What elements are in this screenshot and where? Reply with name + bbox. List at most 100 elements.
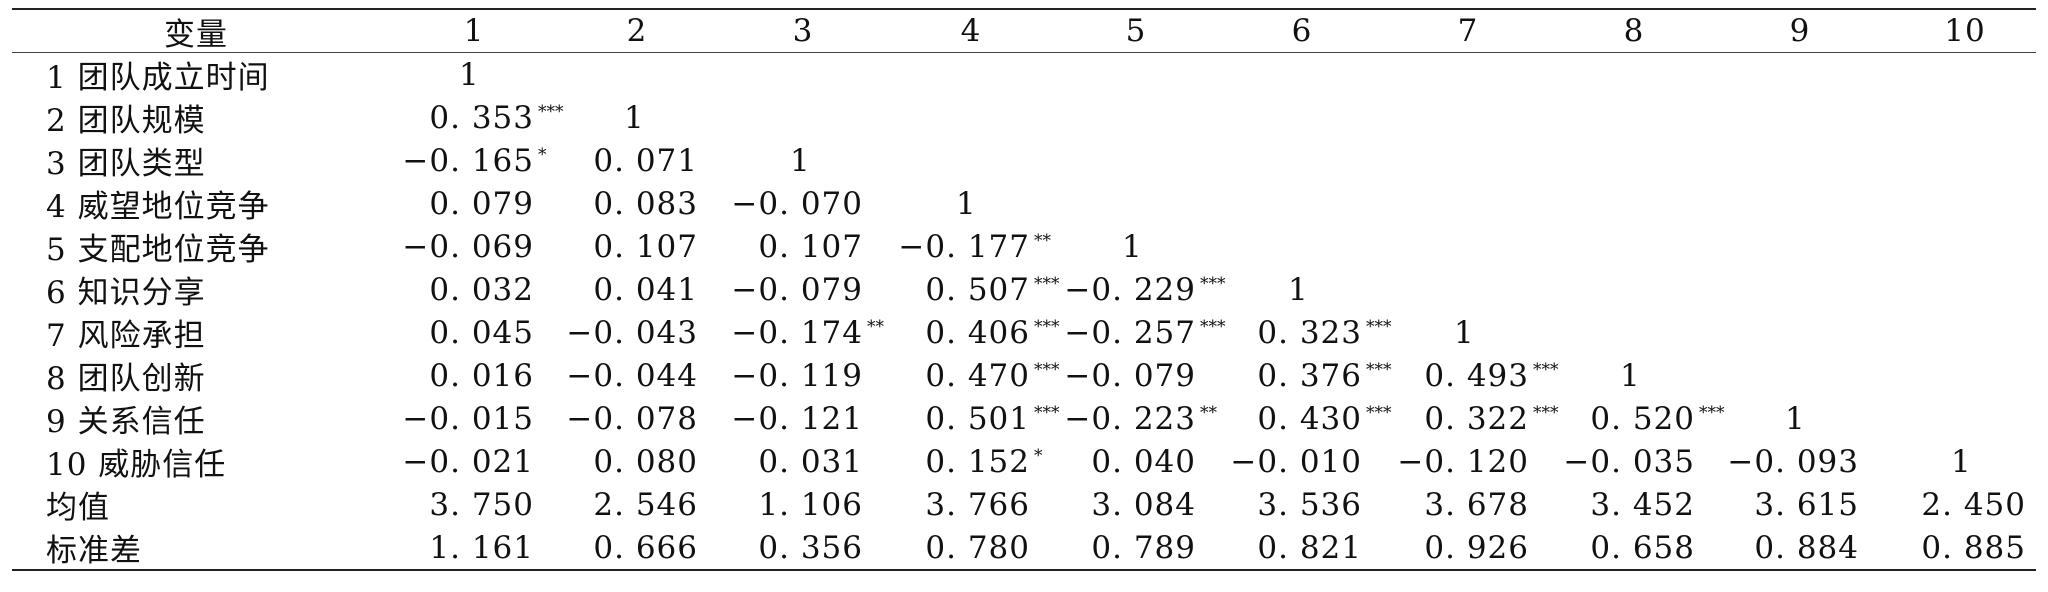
row-label: 5 支配地位竞争 — [46, 232, 270, 268]
cell-value: 0. 083 — [593, 185, 698, 222]
cell-value: −0. 010 — [1230, 443, 1362, 480]
cell-value: 1 — [1288, 271, 1309, 308]
cell-value-group: 1 — [1288, 272, 1309, 308]
significance-marker: *** — [1034, 402, 1060, 423]
cell-value: 1 — [1454, 314, 1475, 351]
table-cell: 3. 084 — [996, 483, 1196, 526]
table-cell: 1 — [1122, 225, 1182, 268]
significance-marker: *** — [1366, 316, 1392, 337]
cell-value-group: 1. 106 — [758, 487, 863, 523]
row-label: 10 威胁信任 — [46, 447, 227, 483]
cell-value-group: −0. 035 — [1563, 444, 1695, 480]
header-col-5: 5 — [1125, 13, 1147, 49]
table-cell: 0. 041 — [498, 268, 698, 311]
cell-value: −0. 069 — [402, 228, 534, 265]
row-label: 2 团队规模 — [46, 103, 206, 139]
table-cell: −0. 015 — [334, 397, 534, 440]
cell-value: 0. 107 — [593, 228, 698, 265]
significance-marker: * — [538, 144, 547, 165]
significance-marker: *** — [1533, 402, 1559, 423]
cell-value-group: 0. 071 — [593, 143, 698, 179]
table-cell: 3. 766 — [830, 483, 1030, 526]
cell-value-group: −0. 044 — [566, 358, 698, 394]
cell-value-group: 0. 107 — [758, 229, 863, 265]
cell-value: −0. 223 — [1064, 400, 1196, 437]
table-cell: 0. 040 — [996, 440, 1196, 483]
table-cell: 0. 080 — [498, 440, 698, 483]
cell-value: 1 — [1785, 400, 1806, 437]
table-cell: 3. 678 — [1329, 483, 1529, 526]
cell-value: 0. 789 — [1091, 529, 1196, 566]
cell-value-group: 0. 406 *** — [925, 315, 1059, 351]
cell-value: −0. 079 — [731, 271, 863, 308]
cell-value-group: 0. 926 — [1424, 530, 1529, 566]
cell-value: 0. 376 — [1257, 357, 1362, 394]
table-cell: 0. 353 *** — [334, 96, 563, 139]
cell-value-group: −0. 120 — [1397, 444, 1529, 480]
cell-value: 0. 031 — [758, 443, 863, 480]
cell-value-group: 0. 080 — [593, 444, 698, 480]
table-row: 8 团队创新 0. 016 −0. 044 −0. 119 0. 470 *** −0. 0… — [12, 354, 2036, 398]
significance-marker: *** — [538, 101, 564, 122]
cell-value-group: −0. 070 — [731, 186, 863, 222]
cell-value-group: 0. 323 *** — [1257, 314, 1391, 351]
cell-value-group: 0. 885 — [1921, 530, 2026, 566]
table-cell: 3. 536 — [1162, 483, 1362, 526]
table-cell: 1 — [1951, 440, 2011, 483]
table-cell: −0. 093 — [1659, 440, 1859, 483]
cell-value: 0. 520 — [1590, 400, 1695, 437]
cell-value-group: 1 — [956, 186, 977, 222]
table-cell: 3. 452 — [1495, 483, 1695, 526]
table-cell: −0. 177 ** — [830, 225, 1051, 268]
table-cell: 1 — [459, 53, 519, 96]
table-cell: 0. 926 — [1329, 526, 1529, 569]
cell-value-group: 0. 789 — [1091, 530, 1196, 566]
significance-marker: *** — [1034, 316, 1060, 337]
cell-value-group: 0. 376 *** — [1257, 357, 1391, 394]
row-label: 3 团队类型 — [46, 146, 206, 182]
table-cell: 0. 079 — [334, 182, 534, 225]
cell-value: −0. 015 — [402, 400, 534, 437]
table-cell: 0. 507 *** — [830, 268, 1059, 311]
cell-value-group: 2. 450 — [1921, 487, 2026, 523]
cell-value-group: 0. 152 * — [925, 444, 1042, 480]
cell-value: 0. 926 — [1424, 529, 1529, 566]
cell-value: 0. 323 — [1257, 314, 1362, 351]
cell-value: 0. 501 — [925, 400, 1030, 437]
significance-marker: *** — [1366, 359, 1392, 380]
cell-value: 0. 071 — [593, 142, 698, 179]
table-top-rule — [12, 8, 2036, 10]
table-cell: −0. 119 — [663, 354, 863, 397]
cell-value-group: −0. 257 *** — [1064, 315, 1225, 351]
table-cell: 0. 152 * — [830, 440, 1042, 483]
significance-marker: *** — [1533, 359, 1559, 380]
cell-value: 1 — [624, 99, 645, 136]
cell-value: −0. 070 — [731, 185, 863, 222]
cell-value: 0. 430 — [1257, 400, 1362, 437]
table-cell: 0. 071 — [498, 139, 698, 182]
cell-value: 2. 450 — [1921, 486, 2026, 523]
table-header-row: 变量 1 2 3 4 5 6 7 8 9 10 — [12, 10, 2036, 53]
cell-value-group: 0. 780 — [925, 530, 1030, 566]
significance-marker: ** — [1034, 230, 1051, 251]
table-cell: −0. 174 ** — [663, 311, 884, 354]
cell-value: 0. 079 — [429, 185, 534, 222]
table-row: 5 支配地位竞争 −0. 069 0. 107 0. 107 −0. 177 ** 1 — [12, 225, 2036, 269]
cell-value-group: −0. 223 ** — [1064, 400, 1217, 437]
table-cell: 2. 450 — [1826, 483, 2026, 526]
cell-value-group: −0. 174 ** — [731, 315, 884, 351]
cell-value: 0. 040 — [1091, 443, 1196, 480]
header-col-9: 9 — [1789, 13, 1811, 49]
cell-value-group: −0. 079 — [1064, 358, 1196, 394]
cell-value: 0. 493 — [1424, 357, 1529, 394]
cell-value: 0. 322 — [1424, 400, 1529, 437]
row-label: 均值 — [46, 490, 110, 526]
row-label: 标准差 — [46, 533, 142, 569]
cell-value: −0. 120 — [1397, 443, 1529, 480]
cell-value: 0. 107 — [758, 228, 863, 265]
cell-value: −0. 043 — [566, 314, 698, 351]
table-cell: 1 — [624, 96, 684, 139]
table-row: 4 威望地位竞争 0. 079 0. 083 −0. 070 1 — [12, 182, 2036, 226]
cell-value: 1. 106 — [758, 486, 863, 523]
table-cell: 0. 045 — [334, 311, 534, 354]
